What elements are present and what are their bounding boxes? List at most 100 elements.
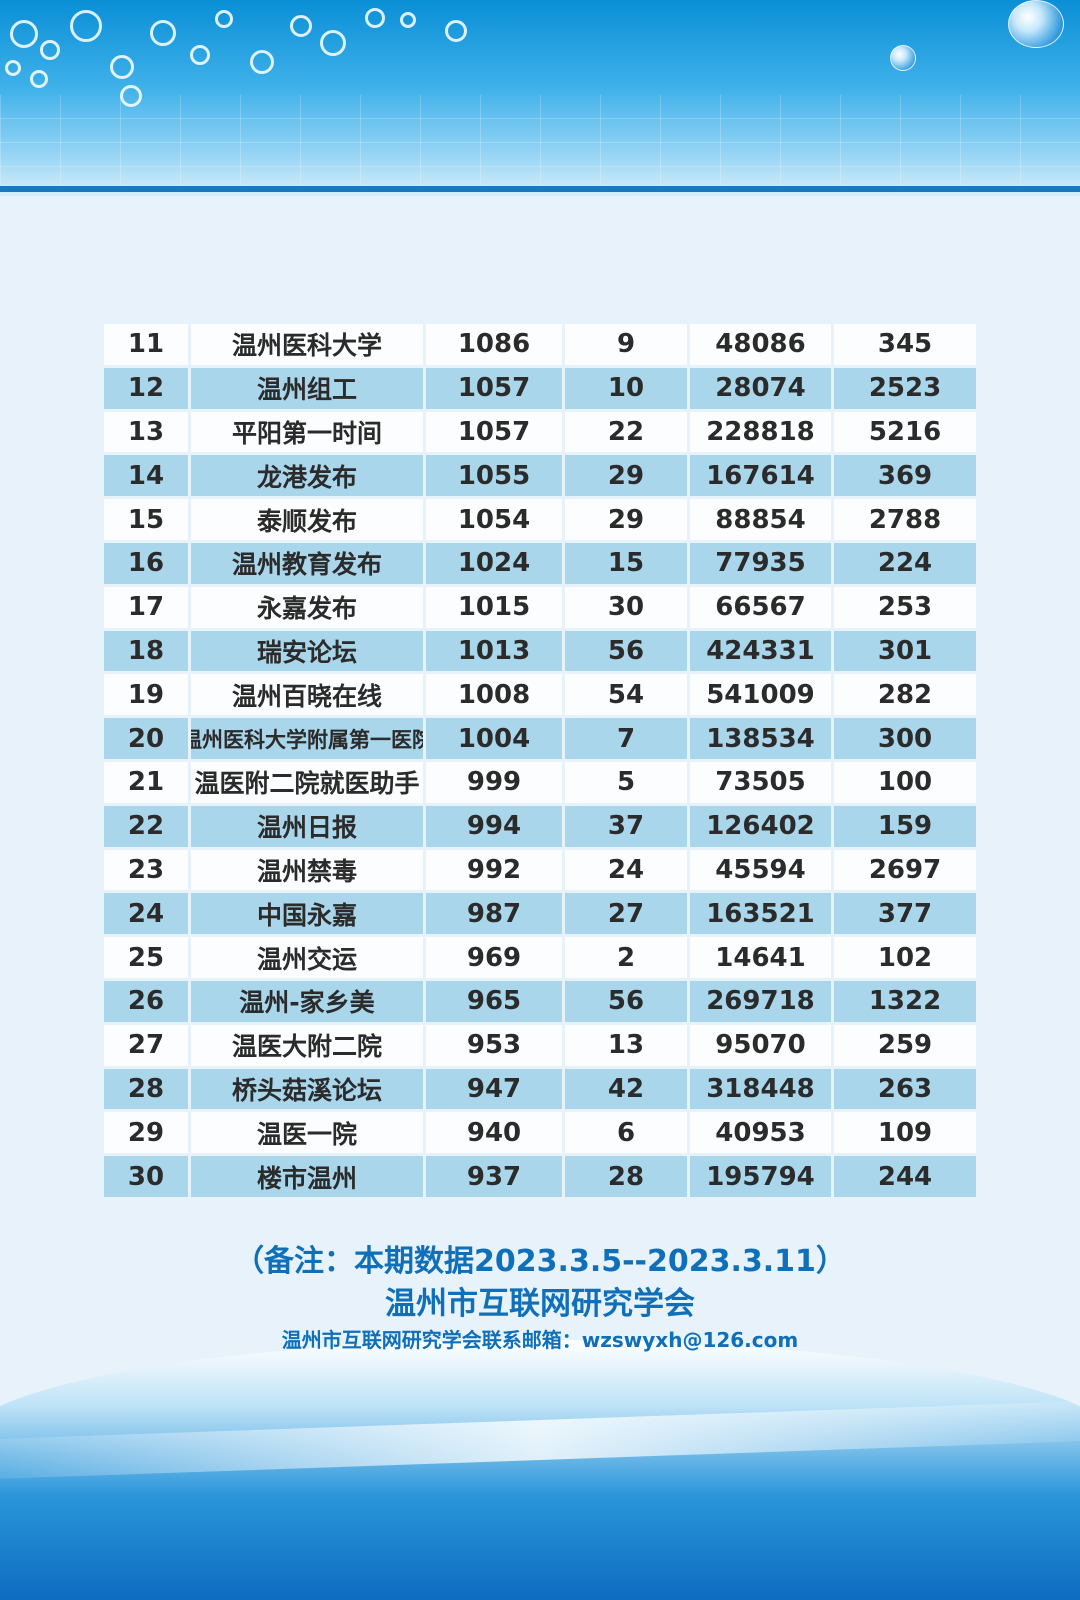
posts-cell: 6: [565, 1112, 690, 1157]
index-cell: 1013: [426, 630, 565, 675]
organization-name: 温州市互联网研究学会: [385, 1286, 695, 1322]
account-name-cell: 龙港发布: [191, 455, 426, 500]
account-name-cell: 平阳第一时间: [191, 411, 426, 456]
rank-cell: 18: [104, 630, 191, 675]
table-row: 15 泰顺发布 1054 29 88854 2788: [104, 499, 976, 543]
posts-cell: 37: [565, 805, 690, 850]
ranking-table: 11 温州医科大学 1086 9 48086 345 12 温州组工 1057 10 28074 25…: [104, 324, 976, 1200]
index-cell: 969: [426, 937, 565, 981]
table-row: 29 温医一院 940 6 40953 109: [104, 1112, 976, 1157]
reads-cell: 73505: [690, 761, 834, 806]
reads-cell: 126402: [690, 805, 834, 850]
rank-cell: 28: [104, 1068, 191, 1113]
account-name-cell: 温州百晓在线: [191, 674, 426, 719]
likes-cell: 345: [834, 324, 976, 368]
account-name-cell: 温医附二院就医助手: [191, 761, 426, 806]
table-row: 11 温州医科大学 1086 9 48086 345: [104, 324, 976, 368]
reads-cell: 28074: [690, 367, 834, 412]
table-row: 26 温州-家乡美 965 56 269718 1322: [104, 980, 976, 1025]
posts-cell: 56: [565, 630, 690, 675]
index-cell: 1057: [426, 411, 565, 456]
header-divider: [0, 186, 1080, 192]
likes-cell: 102: [834, 937, 976, 981]
index-cell: 1054: [426, 499, 565, 543]
likes-cell: 5216: [834, 411, 976, 456]
bubble-decoration: [400, 12, 416, 28]
bubble-decoration: [10, 20, 38, 48]
bubble-decoration: [190, 45, 210, 65]
table-row: 30 楼市温州 937 28 195794 244: [104, 1156, 976, 1200]
rank-cell: 25: [104, 937, 191, 981]
bubble-decoration: [120, 85, 142, 107]
rank-cell: 14: [104, 455, 191, 500]
posts-cell: 7: [565, 718, 690, 762]
likes-cell: 109: [834, 1112, 976, 1157]
account-name-cell: 楼市温州: [191, 1156, 426, 1200]
likes-cell: 244: [834, 1156, 976, 1200]
rank-cell: 13: [104, 411, 191, 456]
table-row: 23 温州禁毒 992 24 45594 2697: [104, 849, 976, 894]
likes-cell: 2788: [834, 499, 976, 543]
index-cell: 994: [426, 805, 565, 850]
bubble-decoration: [445, 20, 467, 42]
rank-cell: 30: [104, 1156, 191, 1200]
rank-cell: 19: [104, 674, 191, 719]
reads-cell: 167614: [690, 455, 834, 500]
posts-cell: 22: [565, 411, 690, 456]
posts-cell: 42: [565, 1068, 690, 1113]
posts-cell: 5: [565, 761, 690, 806]
index-cell: 1015: [426, 586, 565, 631]
account-name-cell: 温州组工: [191, 367, 426, 412]
posts-cell: 54: [565, 674, 690, 719]
rank-cell: 20: [104, 718, 191, 762]
date-range-note: （备注：本期数据2023.3.5--2023.3.11）: [234, 1244, 846, 1279]
index-cell: 937: [426, 1156, 565, 1200]
index-cell: 992: [426, 849, 565, 894]
reads-cell: 66567: [690, 586, 834, 631]
posts-cell: 29: [565, 499, 690, 543]
index-cell: 947: [426, 1068, 565, 1113]
contact-email: 温州市互联网研究学会联系邮箱：wzswyxh@126.com: [281, 1328, 799, 1352]
bubble-decoration: [110, 55, 134, 79]
bubble-decoration: [365, 8, 385, 28]
table-row: 20 温州医科大学附属第一医院 1004 7 138534 300: [104, 718, 976, 762]
header-grid-decoration: [0, 95, 1080, 190]
likes-cell: 1322: [834, 980, 976, 1025]
rank-cell: 22: [104, 805, 191, 850]
account-name-cell: 温医大附二院: [191, 1024, 426, 1069]
rank-cell: 15: [104, 499, 191, 543]
likes-cell: 224: [834, 542, 976, 587]
bubble-decoration: [40, 40, 60, 60]
index-cell: 953: [426, 1024, 565, 1069]
account-name-cell: 温州教育发布: [191, 542, 426, 587]
table-row: 19 温州百晓在线 1008 54 541009 282: [104, 674, 976, 719]
table-row: 22 温州日报 994 37 126402 159: [104, 805, 976, 850]
account-name-cell: 温州医科大学: [191, 324, 426, 368]
reads-cell: 163521: [690, 893, 834, 938]
index-cell: 1004: [426, 718, 565, 762]
likes-cell: 2523: [834, 367, 976, 412]
table-row: 24 中国永嘉 987 27 163521 377: [104, 893, 976, 938]
posts-cell: 27: [565, 893, 690, 938]
likes-cell: 253: [834, 586, 976, 631]
posts-cell: 29: [565, 455, 690, 500]
reads-cell: 138534: [690, 718, 834, 762]
posts-cell: 15: [565, 542, 690, 587]
bubble-decoration: [290, 15, 312, 37]
rank-cell: 17: [104, 586, 191, 631]
bubble-decoration: [30, 70, 48, 88]
account-name-cell: 温医一院: [191, 1112, 426, 1157]
table-row: 18 瑞安论坛 1013 56 424331 301: [104, 630, 976, 675]
account-name-cell: 温州日报: [191, 805, 426, 850]
account-name-cell: 中国永嘉: [191, 893, 426, 938]
table-row: 12 温州组工 1057 10 28074 2523: [104, 367, 976, 412]
likes-cell: 300: [834, 718, 976, 762]
index-cell: 1008: [426, 674, 565, 719]
account-name-cell: 瑞安论坛: [191, 630, 426, 675]
index-cell: 940: [426, 1112, 565, 1157]
rank-cell: 26: [104, 980, 191, 1025]
likes-cell: 369: [834, 455, 976, 500]
table-row: 17 永嘉发布 1015 30 66567 253: [104, 586, 976, 631]
orb-decoration: [1008, 0, 1064, 48]
rank-cell: 23: [104, 849, 191, 894]
